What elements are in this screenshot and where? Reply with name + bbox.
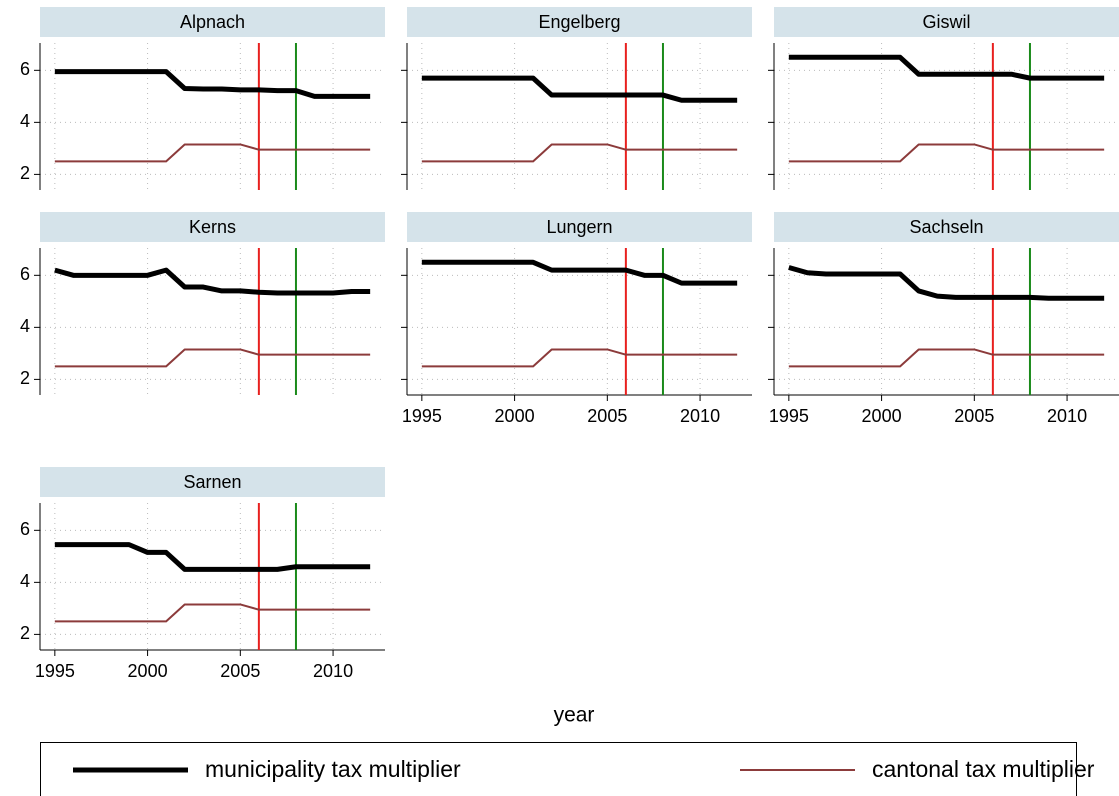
series-line: [788, 265, 1105, 301]
series-line: [788, 143, 1105, 163]
panel-title: Alpnach: [180, 12, 245, 32]
panel-strip: [40, 212, 385, 242]
legend-label: municipality tax multiplier: [205, 756, 461, 782]
x-tick-label: 1995: [35, 661, 75, 681]
x-tick-label: 2010: [313, 661, 353, 681]
y-tick-label: 4: [20, 111, 30, 131]
panel-title: Giswil: [923, 12, 971, 32]
series-line: [421, 143, 738, 163]
x-tick-label: 2000: [862, 406, 902, 426]
panel-title: Engelberg: [538, 12, 620, 32]
panel-title: Lungern: [546, 217, 612, 237]
series-line: [54, 143, 371, 163]
y-tick-label: 2: [20, 163, 30, 183]
series-line: [54, 69, 371, 99]
y-tick-label: 2: [20, 368, 30, 388]
series-line: [788, 348, 1105, 368]
x-tick-label: 2000: [128, 661, 168, 681]
x-tick-label: 2010: [680, 406, 720, 426]
x-tick-label: 1995: [402, 406, 442, 426]
panel-strip: [40, 7, 385, 37]
panel-strip: [774, 7, 1119, 37]
panel-strip: [774, 212, 1119, 242]
y-tick-label: 6: [20, 264, 30, 284]
series-line: [54, 603, 371, 623]
x-tick-label: 2000: [495, 406, 535, 426]
x-axis-label: year: [554, 704, 595, 727]
x-tick-label: 2005: [220, 661, 260, 681]
y-tick-label: 2: [20, 623, 30, 643]
series-line: [421, 259, 738, 286]
panel-title: Sarnen: [183, 472, 241, 492]
series-line: [54, 542, 371, 572]
panel-title: Kerns: [189, 217, 236, 237]
panel-strip: [407, 7, 752, 37]
series-line: [421, 75, 738, 103]
y-tick-label: 4: [20, 316, 30, 336]
series-line: [54, 267, 371, 296]
panel-strip: [407, 212, 752, 242]
legend-label: cantonal tax multiplier: [872, 756, 1095, 782]
series-line: [54, 348, 371, 368]
panel-strip: [40, 467, 385, 497]
x-tick-label: 2005: [587, 406, 627, 426]
y-tick-label: 4: [20, 571, 30, 591]
y-tick-label: 6: [20, 59, 30, 79]
y-tick-label: 6: [20, 519, 30, 539]
x-tick-label: 1995: [769, 406, 809, 426]
legend-box: [40, 742, 1077, 796]
series-line: [788, 54, 1105, 81]
series-line: [421, 348, 738, 368]
x-tick-label: 2005: [954, 406, 994, 426]
panel-title: Sachseln: [909, 217, 983, 237]
x-tick-label: 2010: [1047, 406, 1087, 426]
